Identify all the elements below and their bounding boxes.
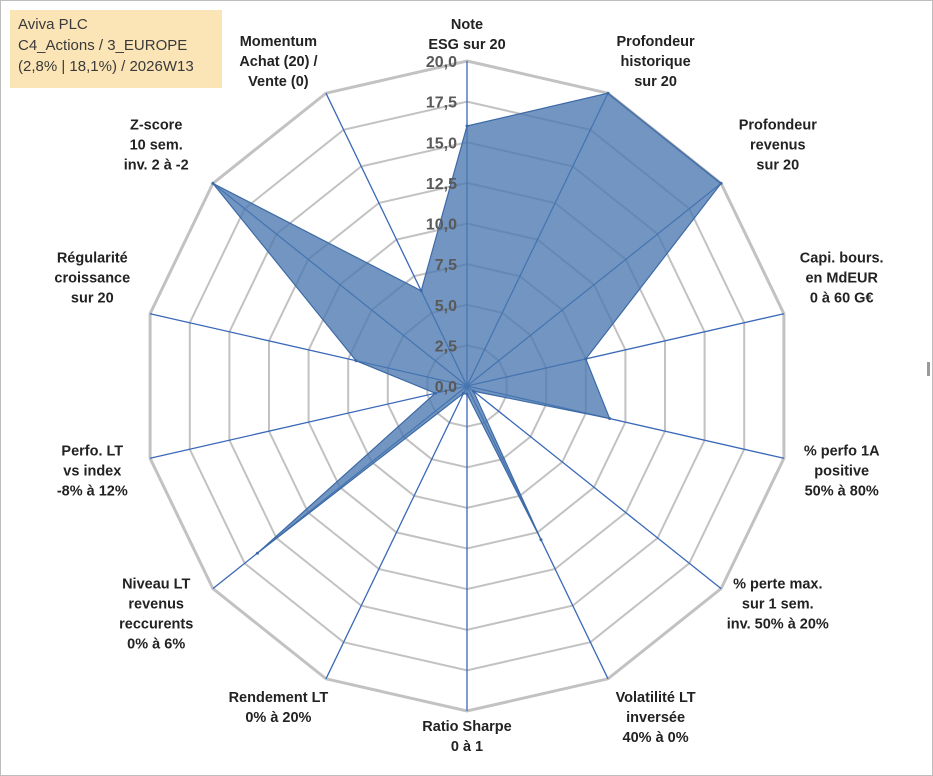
category-label-9-line-0: Niveau LT bbox=[122, 576, 190, 592]
data-point-4 bbox=[608, 417, 612, 420]
category-label-8-line-0: Rendement LT bbox=[229, 690, 329, 706]
category-label-12-line-0: Z-score bbox=[130, 118, 182, 134]
info-category: C4_Actions / 3_EUROPE bbox=[18, 37, 188, 54]
category-label-3-line-2: 0 à 60 G€ bbox=[810, 290, 874, 306]
scrollbar-thumb[interactable] bbox=[927, 362, 930, 376]
axis-spoke-10 bbox=[149, 385, 468, 459]
tick-label: 10,0 bbox=[426, 217, 457, 234]
category-label-9-line-1: revenus bbox=[128, 596, 184, 612]
category-label-13-line-2: Vente (0) bbox=[248, 74, 309, 90]
category-label-2-line-2: sur 20 bbox=[756, 158, 799, 174]
category-label-6-line-1: inversée bbox=[626, 710, 685, 726]
category-label-8-line-1: 0% à 20% bbox=[245, 710, 311, 726]
data-point-5 bbox=[471, 389, 475, 393]
tick-label: 12,5 bbox=[426, 176, 457, 193]
category-label-12-line-2: inv. 2 à -2 bbox=[124, 158, 189, 174]
data-point-8 bbox=[462, 391, 465, 395]
axis-spoke-8 bbox=[325, 385, 468, 680]
series-layer bbox=[211, 91, 723, 555]
category-label-4-line-0: % perfo 1A bbox=[804, 444, 880, 460]
tick-label: 17,5 bbox=[426, 95, 457, 112]
category-label-5-line-1: sur 1 sem. bbox=[742, 596, 814, 612]
tick-label: 20,0 bbox=[426, 54, 457, 71]
category-label-1-line-0: Profondeur bbox=[617, 34, 695, 50]
category-label-4-line-1: positive bbox=[814, 464, 869, 480]
category-label-6-line-0: Volatilité LT bbox=[616, 690, 696, 706]
category-label-4-line-2: 50% à 80% bbox=[805, 484, 879, 500]
category-label-6-line-2: 40% à 0% bbox=[623, 730, 689, 746]
category-label-3-line-0: Capi. bours. bbox=[800, 250, 884, 266]
tick-labels: 0,0 2,5 5,0 7,5 10,0 12,5 15,0 17,5 20,0 bbox=[426, 54, 457, 396]
tick-label: 0,0 bbox=[435, 379, 457, 396]
tick-label: 2,5 bbox=[435, 338, 457, 355]
info-stats: (2,8% | 18,1%) / 2026W13 bbox=[18, 58, 194, 75]
info-box: Aviva PLC C4_Actions / 3_EUROPE (2,8% | … bbox=[10, 10, 222, 88]
category-label-5-line-0: % perte max. bbox=[733, 576, 822, 592]
category-label-11-line-0: Régularité bbox=[57, 250, 128, 266]
data-point-9 bbox=[255, 551, 259, 555]
category-label-1-line-2: sur 20 bbox=[634, 74, 677, 90]
data-point-0 bbox=[465, 124, 469, 128]
category-label-7-line-1: 0 à 1 bbox=[451, 739, 483, 755]
tick-label: 15,0 bbox=[426, 135, 457, 152]
category-label-0-line-1: ESG sur 20 bbox=[428, 37, 505, 53]
data-point-2 bbox=[719, 181, 723, 185]
category-label-11-line-2: sur 20 bbox=[71, 290, 114, 306]
category-label-13-line-1: Achat (20) / bbox=[239, 54, 317, 70]
data-point-1 bbox=[606, 91, 610, 95]
info-title: Aviva PLC bbox=[18, 16, 88, 33]
data-point-3 bbox=[584, 357, 588, 361]
category-label-9-line-2: reccurents bbox=[119, 616, 193, 632]
category-label-0-line-0: Note bbox=[451, 17, 483, 33]
category-label-10-line-0: Perfo. LT bbox=[61, 444, 123, 460]
category-label-2-line-1: revenus bbox=[750, 138, 806, 154]
category-label-10-line-2: -8% à 12% bbox=[57, 484, 128, 500]
tick-label: 5,0 bbox=[435, 298, 457, 315]
category-label-9-line-3: 0% à 6% bbox=[127, 636, 185, 652]
category-label-13-line-0: Momentum bbox=[240, 34, 317, 50]
category-labels: Note ESG sur 20 Profondeur historique sur 20… bbox=[54, 17, 883, 755]
category-label-2-line-0: Profondeur bbox=[739, 118, 817, 134]
data-point-11 bbox=[354, 359, 358, 363]
category-label-3-line-1: en MdEUR bbox=[805, 270, 878, 286]
data-point-13 bbox=[419, 289, 423, 293]
axis-spoke-5 bbox=[466, 385, 722, 590]
data-point-12 bbox=[211, 181, 215, 185]
category-label-11-line-1: croissance bbox=[54, 270, 130, 286]
data-point-7 bbox=[465, 392, 469, 396]
category-label-12-line-1: 10 sem. bbox=[130, 138, 183, 154]
tick-label: 7,5 bbox=[435, 257, 457, 274]
category-label-5-line-2: inv. 50% à 20% bbox=[727, 616, 829, 632]
data-point-10 bbox=[433, 391, 437, 395]
category-label-1-line-1: historique bbox=[621, 54, 691, 70]
category-label-10-line-1: vs index bbox=[63, 464, 121, 480]
category-label-7-line-0: Ratio Sharpe bbox=[422, 719, 511, 735]
data-point-6 bbox=[539, 538, 543, 542]
